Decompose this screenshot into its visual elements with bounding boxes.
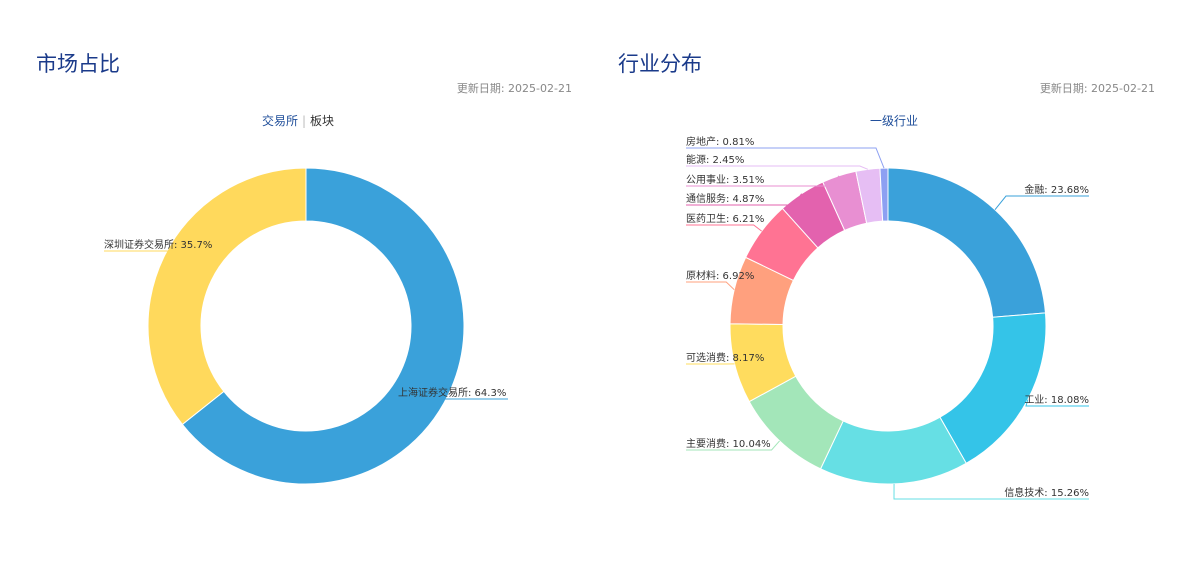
donut-slice-2[interactable]: [819, 416, 967, 485]
label-leader-line-1: [1025, 399, 1089, 407]
slice-label-0: 金融: 23.68%: [1024, 183, 1089, 196]
tab-sector[interactable]: 板块: [310, 114, 335, 128]
market-share-panel: 市场占比 更新日期: 2025-02-21 交易所 | 板块 上海证券交易所: 64…: [0, 52, 596, 485]
label-leader-line-0: [994, 195, 1089, 211]
label-leader-line-5: [686, 281, 735, 291]
label-leader-line-2: [893, 483, 1089, 500]
donut-slice-1[interactable]: [147, 167, 307, 426]
slice-label-4: 可选消费: 8.17%: [686, 351, 764, 364]
tab-exchange[interactable]: 交易所: [261, 114, 298, 128]
label-leader-line-6: [686, 224, 762, 232]
slice-label-2: 信息技术: 15.26%: [1004, 486, 1089, 499]
tab-level1-industry[interactable]: 一级行业: [869, 114, 918, 128]
label-leader-line-10: [686, 147, 885, 169]
tab-bar: 一级行业: [596, 112, 1192, 129]
label-leader-line-3: [686, 440, 780, 451]
tab-bar: 交易所 | 板块: [0, 112, 596, 129]
update-date: 更新日期: 2025-02-21: [1039, 82, 1155, 95]
slice-label-0: 上海证券交易所: 64.3%: [398, 386, 506, 399]
label-leader-line-7: [686, 193, 803, 206]
label-leader-line-9: [686, 165, 869, 170]
slice-label-5: 原材料: 6.92%: [686, 269, 754, 282]
donut-slice-0[interactable]: [887, 167, 1046, 318]
panel-title: 市场占比: [36, 52, 120, 76]
label-leader-line-8: [686, 175, 840, 187]
slice-label-3: 主要消费: 10.04%: [686, 437, 771, 450]
label-leader-line-1: [104, 250, 192, 271]
label-leader-line-0: [398, 381, 508, 400]
industry-panel: 行业分布 更新日期: 2025-02-21 一级行业 金融: 23.68% 工业:…: [596, 0, 1192, 587]
slice-label-1: 工业: 18.08%: [1024, 394, 1089, 406]
donut-slice-0[interactable]: [181, 167, 465, 485]
slice-label-1: 深圳证券交易所: 35.7%: [104, 238, 212, 251]
slice-label-7: 通信服务: 4.87%: [686, 192, 764, 205]
slice-label-6: 医药卫生: 6.21%: [686, 212, 764, 225]
update-date: 更新日期: 2025-02-21: [456, 82, 572, 95]
tab-separator: |: [301, 114, 307, 128]
market-share-donut-chart: 上海证券交易所: 64.3% 深圳证券交易所: 35.7%: [104, 167, 508, 485]
panel-title: 行业分布: [618, 52, 702, 76]
donut-slice-10[interactable]: [879, 167, 889, 222]
donut-slice-1[interactable]: [939, 312, 1047, 464]
industry-donut-chart: 金融: 23.68% 工业: 18.08% 信息技术: 15.26% 主要消费: 10…: [686, 135, 1089, 500]
slice-label-9: 能源: 2.45%: [686, 153, 744, 166]
slice-label-10: 房地产: 0.81%: [686, 135, 754, 148]
slice-label-8: 公用事业: 3.51%: [686, 173, 764, 186]
